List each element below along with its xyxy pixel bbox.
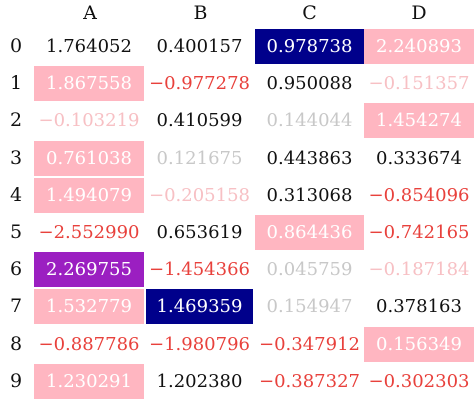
table-cell: −0.103219	[38, 110, 140, 132]
table-cell: 1.867558	[34, 66, 144, 102]
table-cell: 1.454274	[364, 103, 474, 139]
row-index-label: 3	[9, 146, 23, 169]
table-cell: −0.151357	[368, 73, 470, 95]
table-cell: −0.187184	[368, 259, 470, 281]
table-cell: 1.494079	[34, 177, 144, 213]
table-cell: 0.121675	[156, 147, 243, 169]
table-cell: 1.202380	[156, 370, 243, 392]
table-cell: 1.469359	[146, 289, 253, 325]
row-index-label: 4	[9, 183, 23, 206]
table-cell: −0.302303	[368, 370, 470, 392]
table-cell: −0.387327	[259, 370, 360, 392]
table-cell: 0.978738	[255, 29, 364, 64]
table-cell: −2.552990	[38, 222, 140, 243]
row-index-label: 5	[9, 221, 23, 243]
table-cell: 1.230291	[34, 363, 144, 399]
table-cell: −0.205158	[149, 184, 250, 206]
table-cell: 0.045759	[266, 259, 353, 281]
column-header-c: C	[302, 2, 317, 24]
table-cell: −0.347912	[259, 333, 360, 355]
table-cell: 2.269755	[34, 252, 144, 288]
row-index-label: 1	[9, 72, 23, 95]
table-cell: −0.887786	[38, 333, 140, 355]
row-index-label: 6	[9, 258, 23, 281]
row-index-label: 2	[9, 109, 23, 132]
table-cell: −0.854096	[368, 184, 470, 206]
table-cell: −0.977278	[149, 73, 250, 95]
row-index-label: 8	[9, 332, 23, 355]
table-cell: −0.742165	[368, 222, 470, 243]
column-header-a: A	[83, 2, 97, 24]
table-cell: 0.950088	[266, 73, 353, 95]
row-index-label: 9	[9, 369, 23, 392]
table-cell: 0.156349	[364, 326, 474, 362]
column-header-b: B	[193, 2, 208, 24]
table-cell: 0.378163	[376, 296, 462, 318]
table-cell: 0.313068	[266, 184, 353, 206]
table-cell: −1.980796	[149, 333, 250, 355]
table-cell: 0.410599	[156, 110, 243, 132]
row-index-label: 0	[9, 35, 23, 57]
row-index-label: 7	[9, 295, 23, 318]
column-header-d: D	[411, 2, 427, 24]
table-cell: 0.443863	[266, 147, 353, 169]
table-cell: 0.864436	[255, 215, 364, 250]
table-cell: 0.653619	[156, 222, 243, 243]
table-cell: 1.532779	[34, 289, 144, 325]
table-cell: 0.761038	[34, 140, 144, 176]
table-cell: 2.240893	[364, 29, 474, 64]
table-cell: 0.333674	[376, 147, 462, 169]
table-cell: 1.764052	[46, 36, 132, 57]
table-cell: −1.454366	[149, 259, 250, 281]
table-cell: 0.144044	[266, 110, 353, 132]
table-cell: 0.154947	[266, 296, 353, 318]
table-cell: 0.400157	[156, 36, 243, 57]
